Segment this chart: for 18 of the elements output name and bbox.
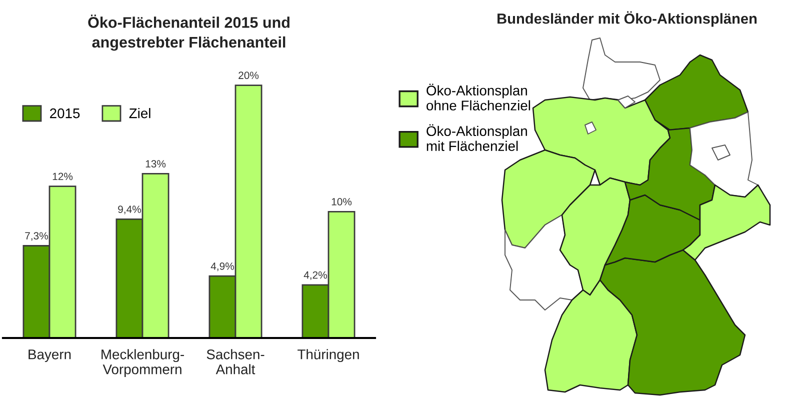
data-label: 4,9% — [210, 262, 234, 272]
x-tick-label: Sachsen-Anhalt — [206, 349, 264, 374]
data-label: 20% — [238, 72, 259, 80]
data-label: 10% — [332, 198, 352, 206]
x-tick-label: Bayern — [28, 350, 71, 362]
data-label: 12% — [52, 172, 73, 180]
legend-label: Ziel — [129, 108, 150, 118]
legend-label: Öko-Aktionsplan mit Flächenziel — [426, 124, 527, 152]
legend-label: Öko-Aktionsplan ohne Flächenziel — [426, 84, 530, 110]
chart-title: Öko-Flächenanteil 2015 und angestrebter Flächenanteil — [88, 14, 290, 51]
data-label: 9,4% — [118, 206, 141, 214]
data-label: 7,3% — [25, 232, 48, 241]
x-tick-label: Mecklenburg-Vorpommern — [102, 349, 184, 378]
data-label: 4,2% — [304, 271, 327, 280]
legend-label: 2015 — [50, 108, 80, 118]
data-label: 13% — [146, 160, 166, 168]
x-tick-label: Thüringen — [298, 349, 359, 362]
text: Bundesländer mit Öko-Aktionsplänen — [498, 11, 757, 27]
